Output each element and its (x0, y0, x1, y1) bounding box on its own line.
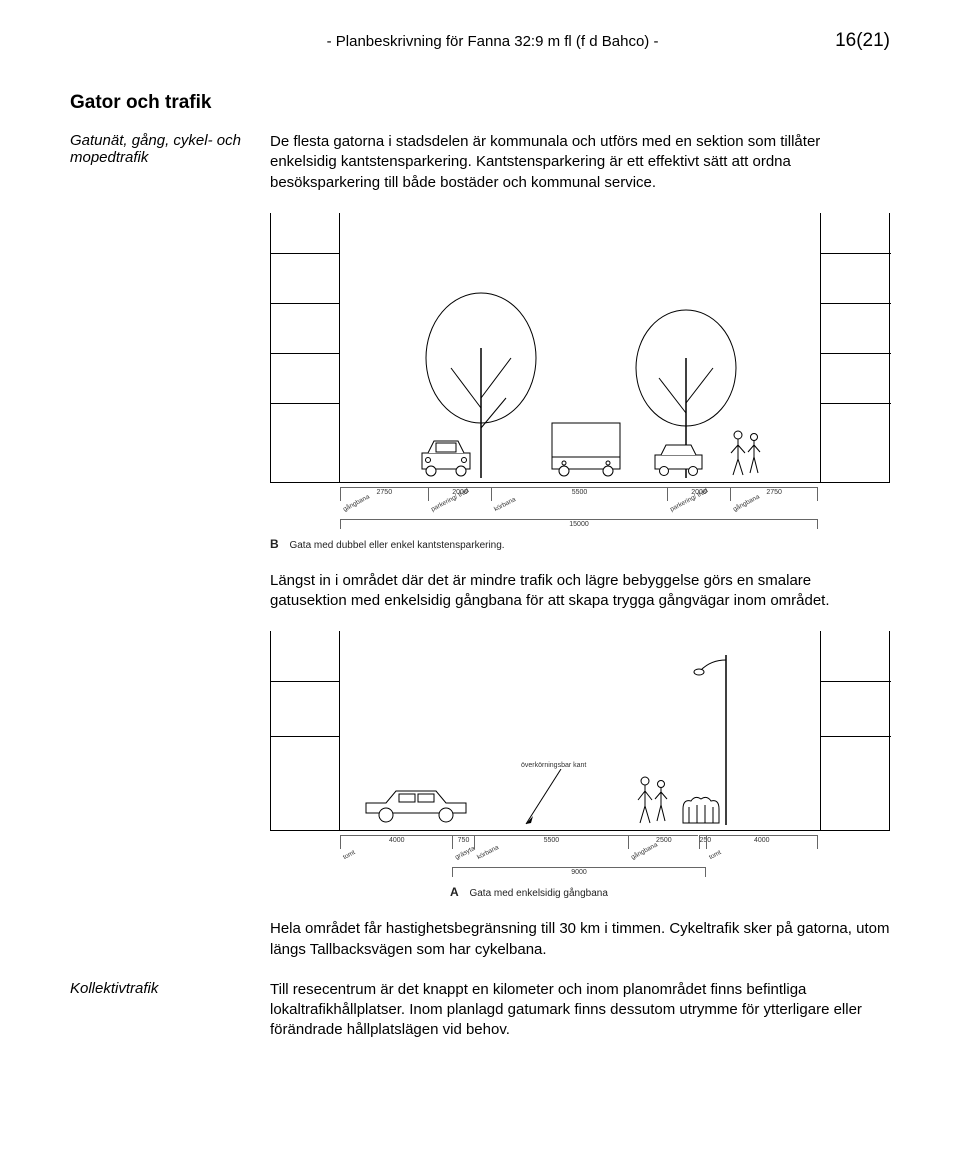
doc-title: - Planbeskrivning för Fanna 32:9 m fl (f… (150, 33, 835, 50)
diagram-a-dimensions: 4000tomt750gräsyta5500körbana2500gångban… (270, 835, 890, 877)
mid-paragraph-row: Längst in i området där det är mindre tr… (70, 571, 890, 612)
rowlast-text: Till resecentrum är det knappt en kilome… (270, 980, 890, 1041)
hedge-icon (681, 795, 721, 830)
caption-letter-b: B (270, 537, 279, 551)
car-icon (416, 435, 476, 482)
caption-text-a: Gata med enkelsidig gångbana (469, 888, 607, 899)
dim-segment: 5500 (491, 487, 666, 501)
diagram-b-drawing (270, 213, 890, 483)
dim-segment: 4000 (706, 835, 818, 849)
row1-text: De flesta gatorna i stadsdelen är kommun… (270, 132, 890, 193)
people-icon (631, 773, 681, 830)
diagram-a-drawing: överkörningsbar kant (270, 631, 890, 831)
dim-segment: 4000 (340, 835, 452, 849)
diagram-a: överkörningsbar kant (270, 631, 890, 899)
final-paragraph: Hela området får hastighetsbegränsning t… (270, 919, 890, 960)
dim-total: 9000 (452, 867, 705, 877)
caption-letter-a: A (450, 885, 459, 899)
caption-text-b: Gata med dubbel eller enkel kantstenspar… (289, 540, 504, 551)
people-icon (726, 427, 766, 482)
diagram-b-caption: B Gata med dubbel eller enkel kantstensp… (270, 537, 890, 551)
dim-segment: 2750 (730, 487, 818, 501)
page-number: 16(21) (835, 30, 890, 52)
doc-header: - Planbeskrivning för Fanna 32:9 m fl (f… (70, 30, 890, 52)
diagram-b-dimensions: 2750gångbana2000parkering/ träd5500körba… (270, 487, 890, 529)
building-right (820, 631, 890, 831)
kerb-arrow-icon (521, 769, 601, 829)
diagram-a-caption: A Gata med enkelsidig gångbana (270, 885, 890, 899)
dim-total: 15000 (340, 519, 818, 529)
rowlast-label: Kollektivtrafik (70, 980, 270, 1041)
car-side-icon (361, 783, 471, 830)
dim-segment: 2500 (628, 835, 698, 849)
car-icon (651, 441, 706, 482)
section-heading: Gator och trafik (70, 92, 890, 114)
diagram-b: 2750gångbana2000parkering/ träd5500körba… (270, 213, 890, 551)
building-left (270, 213, 340, 483)
final-paragraph-row: Hela området får hastighetsbegränsning t… (70, 919, 890, 960)
dim-segment: 2750 (340, 487, 428, 501)
mid-paragraph: Längst in i området där det är mindre tr… (270, 571, 890, 612)
dim-label: tomt (708, 849, 722, 861)
dim-segment: 250 (699, 835, 706, 849)
kerb-label: överkörningsbar kant (521, 762, 586, 769)
dim-label: tomt (342, 849, 356, 861)
building-left (270, 631, 340, 831)
truck-icon (546, 417, 626, 482)
content-row-last: Kollektivtrafik Till resecentrum är det … (70, 980, 890, 1041)
row1-label: Gatunät, gång, cykel- och mopedtrafik (70, 132, 270, 193)
content-row-1: Gatunät, gång, cykel- och mopedtrafik De… (70, 132, 890, 193)
building-right (820, 213, 890, 483)
